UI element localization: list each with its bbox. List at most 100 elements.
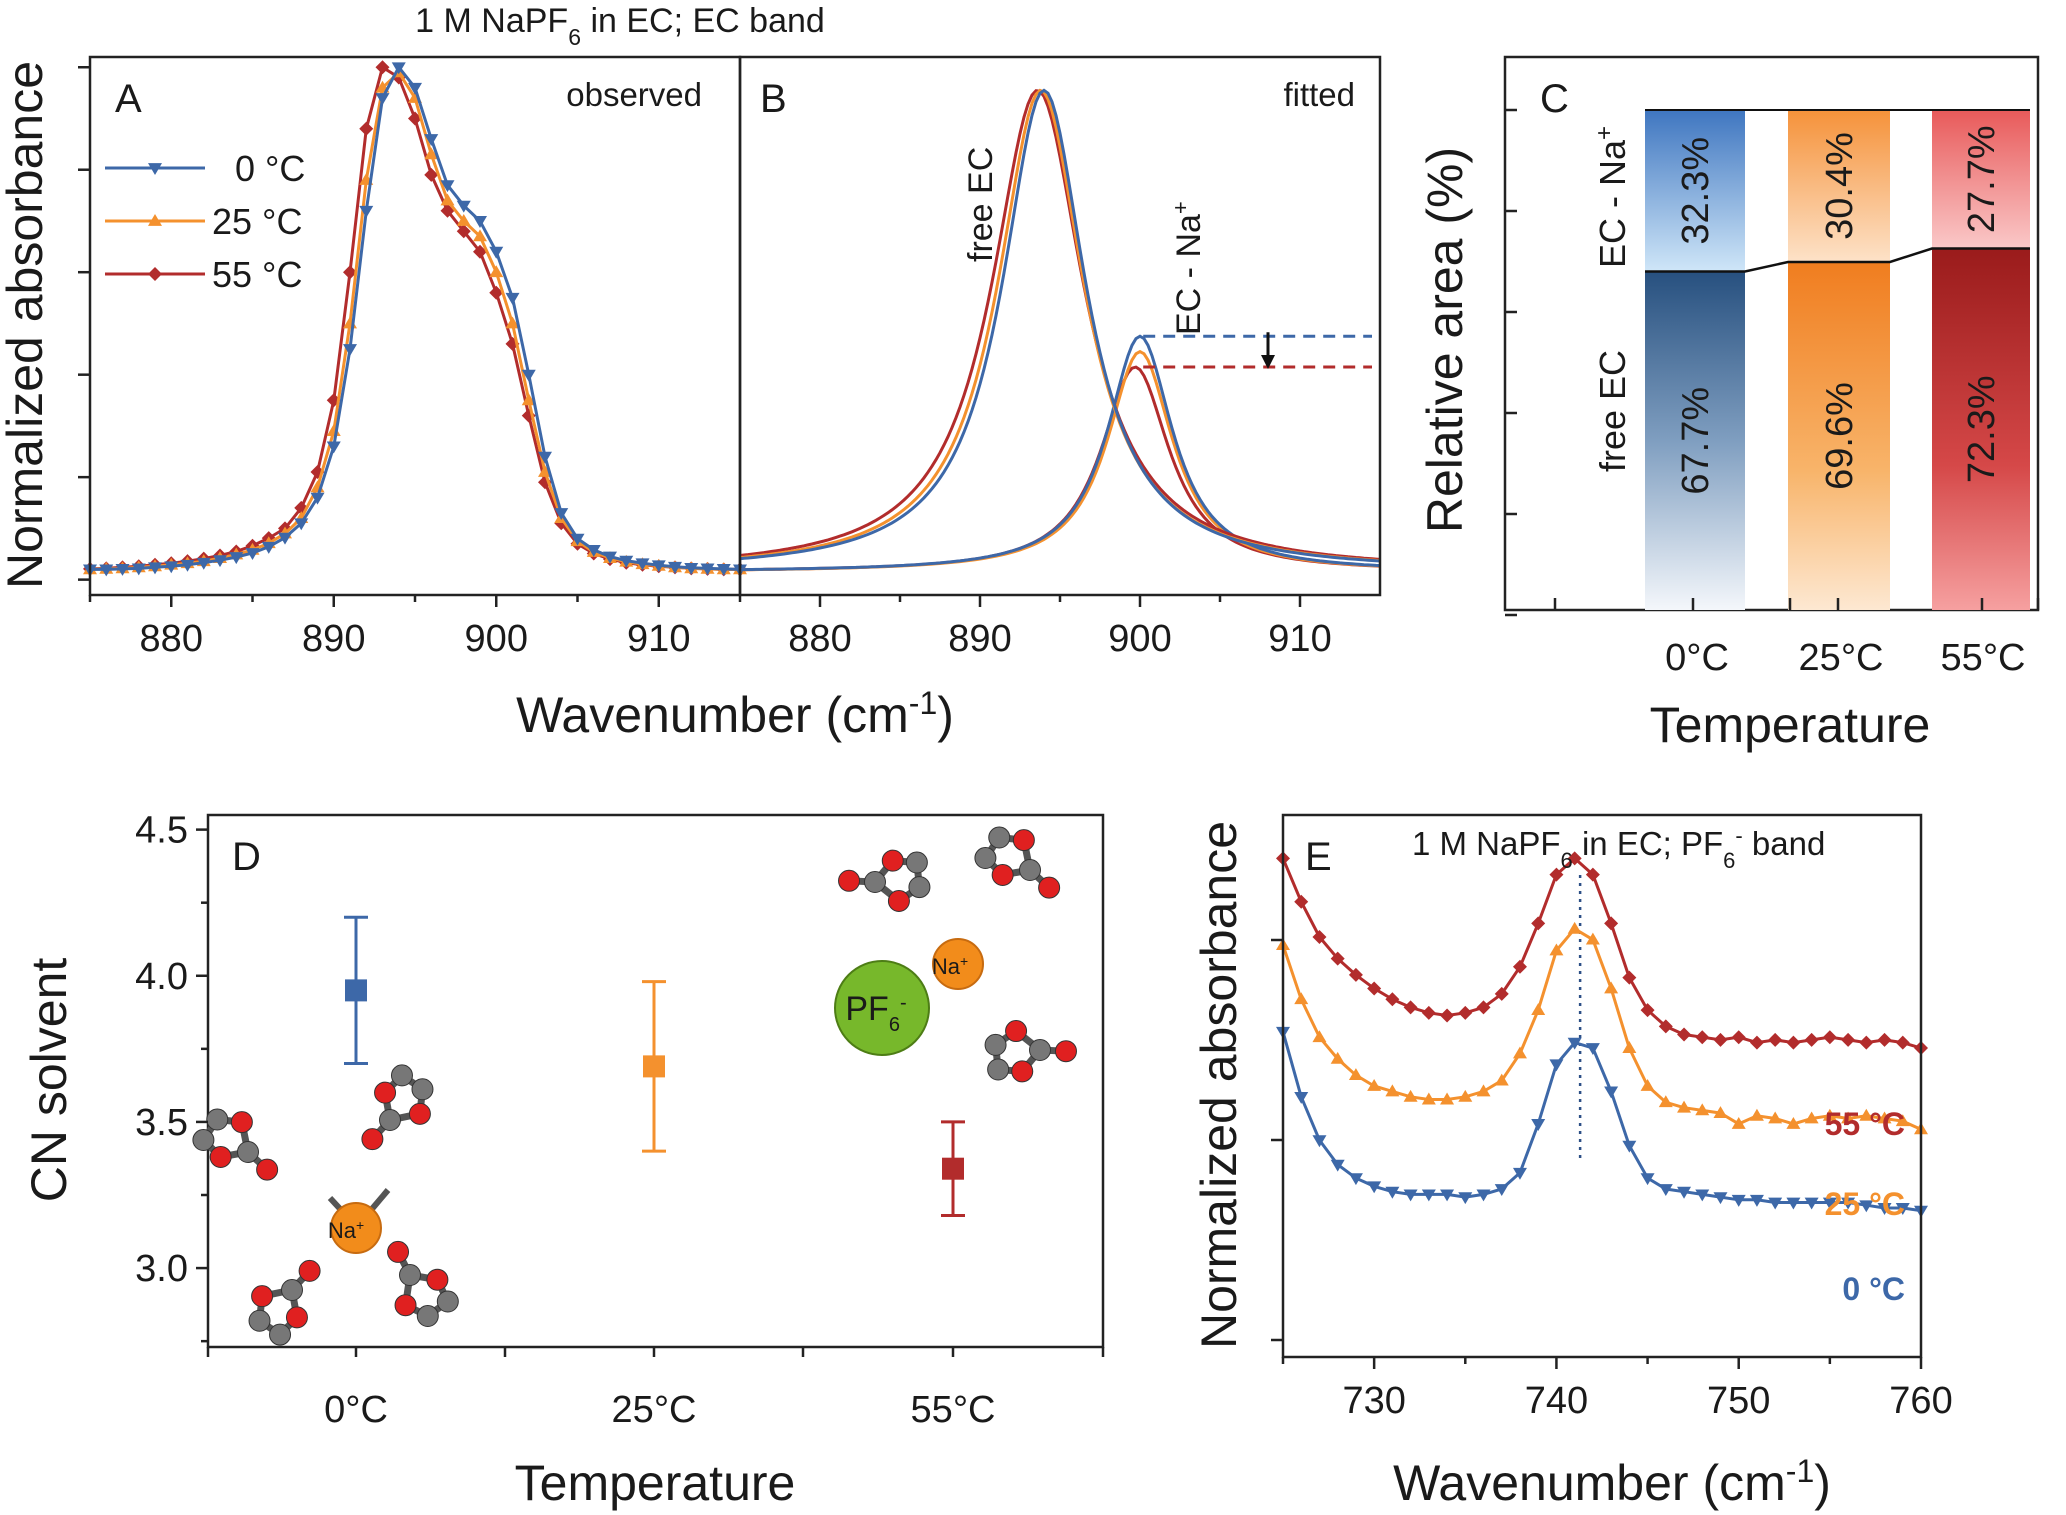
data-point (1312, 929, 1327, 944)
pf6-label: PF6- (845, 990, 906, 1036)
data-point (359, 205, 374, 218)
data-point (1567, 921, 1582, 934)
molecule-atom (1029, 1039, 1051, 1061)
series-line-55C (89, 64, 740, 571)
molecule-atom (416, 1305, 439, 1328)
molecule-atom (192, 1129, 215, 1152)
data-point (1749, 1108, 1764, 1121)
molecule-atom (390, 1064, 413, 1087)
data-point (1786, 1197, 1801, 1210)
data-point (1622, 1140, 1637, 1153)
data-point (651, 560, 666, 573)
cn-data-point (942, 1157, 964, 1180)
bar-free-ec-2 (1932, 248, 2030, 610)
data-point (1841, 1197, 1856, 1210)
data-point (1531, 1119, 1546, 1131)
panel-a-legend: 0 °C 25 °C 55 °C (105, 148, 305, 295)
data-point (1330, 1159, 1345, 1172)
sodium-label-left: Na+ (328, 1217, 364, 1243)
data-point (1385, 1084, 1400, 1097)
molecule-atom (887, 889, 910, 912)
data-point (245, 548, 260, 560)
series-line-0C (90, 64, 741, 571)
data-point (1731, 1194, 1746, 1207)
bar-ec-na-2 (1932, 110, 2030, 249)
panel-ab-x-label: Wavenumber (cm-1) (516, 685, 954, 743)
data-point (1677, 1100, 1692, 1113)
data-point (1476, 1000, 1491, 1015)
data-point (1348, 1173, 1363, 1186)
panel-a-plot-area (83, 60, 747, 577)
data-point (1604, 916, 1619, 931)
panel-d: D Na+ Na+ PF6- 0°C 25°C 55°C 3.0 3.5 4.0 4.5 CN … (21, 810, 1105, 1511)
data-point (1804, 1032, 1819, 1047)
legend-marker (148, 214, 162, 226)
data-point (1440, 1189, 1455, 1202)
panel-d-frame (206, 813, 1105, 1349)
data-point (1640, 1003, 1655, 1018)
x-tick-label: 890 (948, 618, 1011, 660)
data-point (489, 265, 504, 278)
data-point (521, 369, 536, 382)
x-tick-label: 900 (465, 618, 528, 660)
data-point (294, 500, 309, 515)
panel-d-plot-area: 0°C 25°C 55°C 3.0 3.5 4.0 4.5 (135, 810, 1105, 1431)
data-point (1895, 1035, 1910, 1050)
data-point (310, 492, 325, 505)
data-point (408, 82, 422, 95)
data-point (1512, 1046, 1527, 1059)
x-tick-label: 730 (1342, 1380, 1405, 1422)
ec-molecule-left-top (192, 1108, 279, 1181)
panel-e-x-label: Wavenumber (cm-1) (1393, 1453, 1831, 1511)
data-point (99, 564, 114, 577)
data-point (1677, 1186, 1692, 1199)
data-point (180, 559, 195, 572)
molecule-atom (864, 871, 886, 893)
x-tick-label: 910 (627, 618, 690, 660)
decrease-arrow-head (1261, 354, 1275, 369)
panel-e-title: 1 M NaPF6 in EC; PF6- band (1412, 823, 1825, 873)
data-point (473, 229, 487, 242)
data-point (1859, 1035, 1874, 1050)
molecule-atom (905, 851, 928, 874)
molecule-atom (399, 1264, 421, 1286)
data-point (1713, 1032, 1728, 1047)
legend-entry-label: 25 °C (212, 201, 302, 242)
molecule-atom (426, 1268, 449, 1291)
panel-d-molecule-illustrations: Na+ Na+ PF6- (192, 826, 1077, 1346)
data-point (1622, 1041, 1637, 1053)
x-tick-label: 910 (1268, 618, 1331, 660)
molecule-atom (248, 1309, 271, 1332)
panel-b: B fitted free EC EC - Na+ 880 890 900 910 W… (516, 55, 1382, 743)
data-point (473, 216, 487, 228)
boundary-connector-line (1645, 247, 2030, 273)
panel-a-label: A (115, 77, 142, 121)
series-label: 0 °C (1842, 1271, 1905, 1307)
data-point (391, 62, 406, 75)
data-point (359, 121, 374, 136)
molecule-atom (1005, 1020, 1028, 1043)
data-point (1604, 1086, 1619, 1099)
bar-ec-na-0 (1645, 110, 1745, 272)
data-point (1494, 986, 1509, 1001)
data-point (1695, 1103, 1710, 1116)
data-point (424, 134, 439, 146)
molecule-atom (411, 1078, 434, 1101)
ec-molecule-right-bottom (387, 1240, 459, 1328)
data-point (473, 244, 487, 259)
data-point (440, 193, 455, 206)
data-point (1804, 1197, 1819, 1210)
data-point (1330, 1051, 1345, 1064)
data-point (1804, 1111, 1819, 1124)
data-point (1877, 1032, 1892, 1047)
data-point (684, 562, 699, 575)
series-line-55C (1281, 856, 1922, 1050)
data-point (1367, 981, 1382, 996)
molecule-atom (1012, 829, 1035, 852)
panel-b-x-ticks: 880 890 900 910 (788, 595, 1332, 660)
panel-c-frame (1503, 55, 2040, 612)
data-point (1421, 1092, 1436, 1105)
data-point (1768, 1197, 1783, 1210)
data-point (343, 265, 357, 280)
fitted-peak-0CECNa (740, 334, 1381, 572)
